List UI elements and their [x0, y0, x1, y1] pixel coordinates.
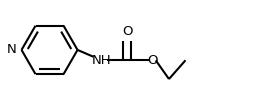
Text: O: O [122, 25, 132, 38]
Text: NH: NH [92, 54, 112, 67]
Text: O: O [147, 54, 158, 67]
Text: N: N [7, 43, 17, 56]
